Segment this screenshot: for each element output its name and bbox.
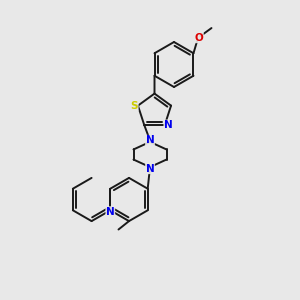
Text: N: N xyxy=(164,120,173,130)
Text: N: N xyxy=(146,135,154,146)
Text: S: S xyxy=(130,100,138,111)
Text: N: N xyxy=(106,207,115,217)
Text: N: N xyxy=(146,164,154,174)
Text: O: O xyxy=(194,33,203,43)
